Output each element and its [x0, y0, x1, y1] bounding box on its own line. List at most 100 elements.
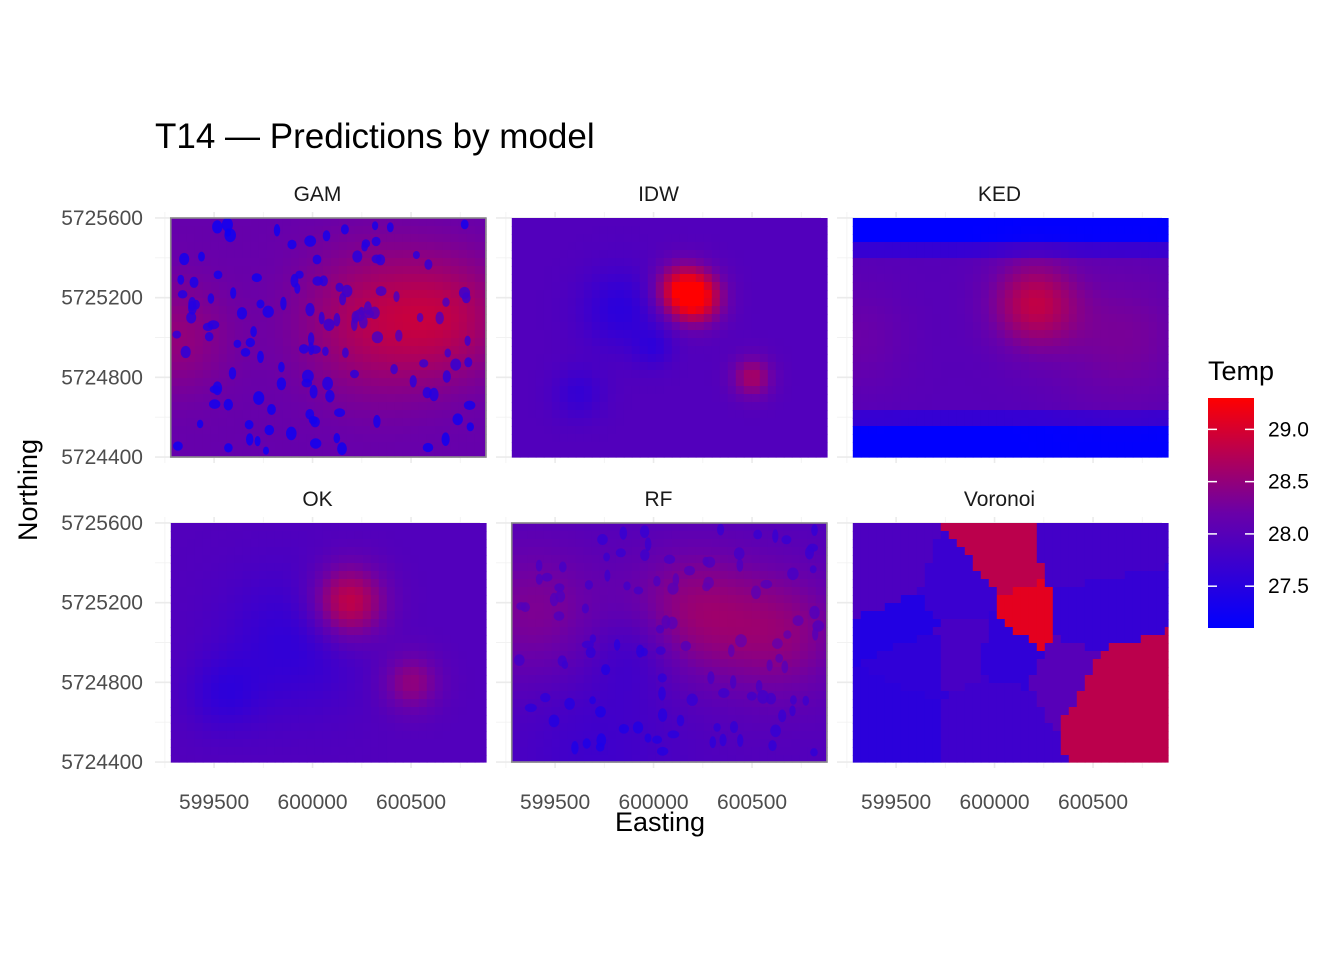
raster-cell	[242, 298, 252, 307]
raster-cell	[242, 675, 252, 684]
raster-cell	[972, 322, 982, 331]
raster-cell	[426, 643, 436, 652]
raster-cell	[346, 683, 356, 692]
raster-cell	[868, 242, 878, 251]
raster-cell	[466, 579, 476, 588]
raster-cell	[458, 523, 468, 532]
raster-cell	[807, 298, 817, 307]
raster-cell	[394, 635, 404, 644]
raster-cell	[330, 346, 340, 355]
raster-cell	[695, 354, 705, 363]
raster-cell	[535, 378, 545, 387]
raster-cell	[474, 282, 484, 291]
raster-cell	[242, 442, 252, 451]
raster-cell	[274, 579, 284, 588]
raster-cell	[1012, 378, 1022, 387]
raster-cell	[791, 402, 801, 411]
raster-cell	[956, 426, 966, 435]
raster-cell	[759, 322, 769, 331]
raster-cell	[1060, 450, 1070, 458]
raster-cell	[767, 450, 777, 458]
raster-cell	[559, 402, 569, 411]
raster-cell	[1124, 314, 1134, 323]
raster-cell	[1148, 226, 1158, 235]
raster-cell	[378, 579, 388, 588]
raster-cell	[511, 354, 521, 363]
raster-cell	[583, 362, 593, 371]
raster-cell	[1084, 322, 1094, 331]
raster-cell	[202, 282, 212, 291]
raster-cell	[466, 242, 476, 251]
raster-cell	[1060, 338, 1070, 347]
raster-cell	[1100, 410, 1110, 419]
raster-cell	[474, 346, 484, 355]
raster-cell	[186, 579, 196, 588]
raster-cell	[623, 314, 633, 323]
raster-cell	[218, 322, 228, 331]
raster-cell	[314, 282, 324, 291]
raster-cell	[1084, 410, 1094, 419]
raster-cell	[924, 338, 934, 347]
raster-cell	[202, 354, 212, 363]
raster-cell	[1012, 354, 1022, 363]
raster-cell	[298, 587, 308, 596]
raster-cell	[908, 258, 918, 267]
raster-cell	[972, 450, 982, 458]
raster-cell	[972, 410, 982, 419]
raster-cell	[298, 707, 308, 716]
raster-cell	[988, 450, 998, 458]
raster-cell	[1060, 418, 1070, 427]
station-dot	[390, 364, 398, 375]
raster-cell	[290, 226, 300, 235]
raster-cell	[210, 282, 220, 291]
raster-cell	[210, 314, 220, 323]
raster-cell	[655, 418, 665, 427]
raster-cell	[1156, 394, 1166, 403]
raster-cell	[466, 226, 476, 235]
raster-cell	[567, 426, 577, 435]
raster-cell	[924, 266, 934, 275]
raster-cell	[743, 410, 753, 419]
raster-cell	[799, 346, 809, 355]
raster-cell	[434, 266, 444, 275]
raster-cell	[647, 250, 657, 259]
raster-cell	[599, 266, 609, 275]
raster-cell	[258, 346, 268, 355]
raster-cell	[346, 715, 356, 724]
raster-cell	[1140, 354, 1150, 363]
raster-cell	[474, 747, 484, 756]
raster-cell	[727, 274, 737, 283]
raster-cell	[1028, 370, 1038, 379]
raster-cell	[743, 290, 753, 299]
raster-cell	[1092, 250, 1102, 259]
raster-cell	[226, 699, 236, 708]
raster-cell	[679, 266, 689, 275]
raster-cell	[559, 266, 569, 275]
raster-cell	[418, 627, 428, 636]
raster-cell	[695, 370, 705, 379]
raster-cell	[210, 723, 220, 732]
raster-cell	[394, 691, 404, 700]
raster-cell	[1156, 330, 1166, 339]
raster-cell	[791, 242, 801, 251]
raster-cell	[194, 667, 204, 676]
raster-cell	[1156, 450, 1166, 458]
raster-cell	[234, 346, 244, 355]
raster-cell	[767, 370, 777, 379]
raster-cell	[1012, 274, 1022, 283]
raster-cell	[186, 555, 196, 564]
raster-cell	[519, 434, 529, 443]
raster-cell	[1028, 426, 1038, 435]
raster-cell	[426, 322, 436, 331]
raster-cell	[306, 619, 316, 628]
raster-cell	[418, 659, 428, 668]
raster-cell	[258, 563, 268, 572]
raster-cell	[466, 266, 476, 275]
raster-cell	[170, 659, 180, 668]
raster-cell	[402, 739, 412, 748]
raster-cell	[402, 258, 412, 267]
raster-cell	[695, 523, 705, 532]
raster-cell	[551, 322, 561, 331]
raster-cell	[948, 322, 958, 331]
raster-cell	[639, 322, 649, 331]
